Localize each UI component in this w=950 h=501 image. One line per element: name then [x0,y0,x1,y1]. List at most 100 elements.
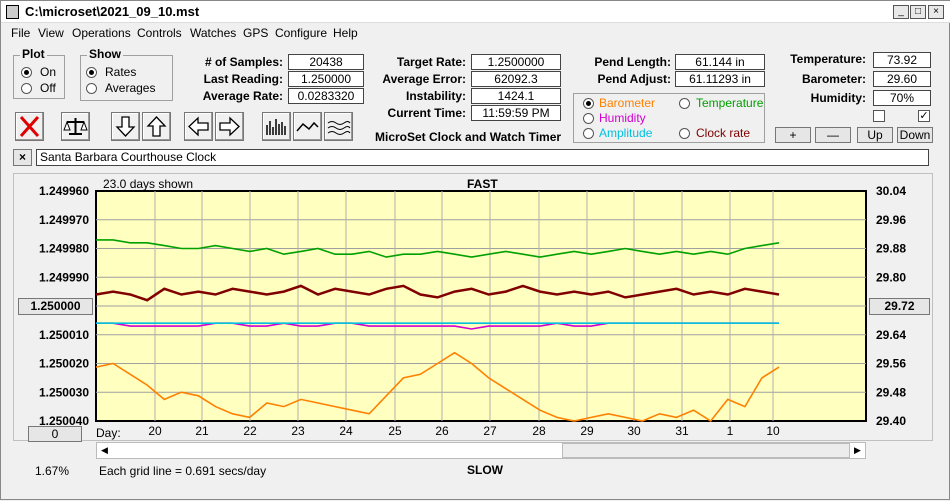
minimize-button[interactable]: _ [893,5,909,19]
menu-controls[interactable]: Controls [137,26,182,40]
humidity-check-on[interactable]: ✓ [918,110,930,122]
left-tick-label: 1.250010 [39,328,89,342]
target-rate-value: 1.2500000 [471,54,561,70]
scale-up-button[interactable]: Up [857,127,893,143]
app-caption: MicroSet Clock and Watch Timer [375,130,562,144]
percent-label: 1.67% [35,464,70,478]
humidity-checkbox[interactable] [873,110,885,122]
samples-label: # of Samples: [204,55,283,69]
day-tick-label: 1 [727,424,734,438]
day-tick-label: 24 [339,424,353,438]
scroll-down-button[interactable] [111,112,140,141]
balance-button[interactable] [61,112,90,141]
plot-off-label: Off [40,81,56,95]
close-window-button[interactable]: × [928,5,944,19]
show-group-title: Show [87,47,123,61]
menu-view[interactable]: View [38,26,64,40]
scroll-left-button[interactable] [184,112,213,141]
arrow-up-icon [146,116,167,137]
sensor-group [573,93,765,143]
plot-on-radio[interactable] [21,67,32,78]
line-view-button[interactable] [293,112,322,141]
average-rate-value: 0.0283320 [288,88,364,104]
app-icon[interactable] [6,5,19,19]
average-rate-label: Average Rate: [202,89,283,103]
sensor-clockrate-label: Clock rate [696,126,751,140]
left-tick-label: 1.250020 [39,357,89,371]
average-error-label: Average Error: [382,72,466,86]
menu-file[interactable]: File [11,26,31,40]
sensor-humidity-label: Humidity [599,111,646,125]
right-tick-label: 29.96 [876,213,906,227]
series-clock-rate [95,284,780,302]
stop-button[interactable] [15,112,44,141]
scale-down-button[interactable]: Down [897,127,933,143]
sensor-humidity-radio[interactable] [583,113,594,124]
left-tick-label: 1.249970 [39,213,89,227]
show-averages-label: Averages [105,81,156,95]
clear-watch-button[interactable]: × [13,149,32,166]
balance-scale-icon [63,118,88,135]
arrow-right-icon [219,116,240,137]
day-tick-label: 20 [148,424,162,438]
day-tick-label: 21 [195,424,209,438]
menu-gps[interactable]: GPS [243,26,269,40]
scroll-thumb[interactable] [562,443,850,458]
show-averages-radio[interactable] [86,83,97,94]
scroll-right-arrow[interactable]: ▶ [854,445,861,455]
stop-x-icon [19,115,40,138]
sensor-temperature-label: Temperature [696,96,764,110]
left-tick-label: 1.250030 [39,385,89,399]
pend-adjust-label: Pend Adjust: [597,72,671,86]
title-bar: C:\microset\2021_09_10.mst _ □ × [1,1,950,23]
pend-adjust-value: 61.11293 in [675,71,765,87]
menu-operations[interactable]: Operations [72,26,131,40]
sensor-barometer-radio[interactable] [583,98,594,109]
day-axis-label: Day: [96,426,121,440]
sensor-amplitude-radio[interactable] [583,128,594,139]
plot-group-title: Plot [20,47,47,61]
sensor-barometer-label: Barometer [599,96,656,110]
bars-view-button[interactable] [262,112,291,141]
center-rate-button[interactable]: 1.250000 [18,298,93,315]
series-barometer [95,351,780,423]
menu-help[interactable]: Help [333,26,358,40]
scale-plus-button[interactable]: + [775,127,811,143]
scroll-left-arrow[interactable]: ◀ [101,445,108,455]
grid-scale-label: Each grid line = 0.691 secs/day [99,464,267,478]
offset-button[interactable]: 0 [28,426,82,442]
pend-length-value: 61.144 in [675,54,765,70]
day-tick-label: 10 [766,424,780,438]
right-tick-label: 29.88 [876,242,906,256]
barometer-value: 29.60 [873,71,931,87]
barometer-label: Barometer: [801,72,866,86]
scroll-up-button[interactable] [142,112,171,141]
day-tick-label: 27 [483,424,497,438]
right-tick-label: 30.04 [876,184,906,198]
menu-configure[interactable]: Configure [275,26,328,40]
day-tick-label: 25 [388,424,402,438]
day-tick-label: 26 [435,424,449,438]
wave-lines-icon [327,121,351,135]
watch-name-field[interactable]: Santa Barbara Courthouse Clock [36,149,929,166]
multi-line-view-button[interactable] [324,112,353,141]
temperature-label: Temperature: [790,52,866,66]
day-tick-label: 23 [291,424,305,438]
right-tick-label: 29.80 [876,270,906,284]
left-tick-label: 1.250040 [39,414,89,428]
show-rates-radio[interactable] [86,67,97,78]
time-scrollbar[interactable]: ◀ ▶ [96,442,866,459]
right-tick-label: 29.64 [876,328,906,342]
scroll-right-button[interactable] [215,112,244,141]
sensor-clockrate-radio[interactable] [679,128,690,139]
maximize-button[interactable]: □ [910,5,926,19]
chart-frame [13,173,933,441]
window-title: C:\microset\2021_09_10.mst [25,4,200,19]
center-baro-button[interactable]: 29.72 [869,298,930,315]
sensor-temperature-radio[interactable] [679,98,690,109]
menu-watches[interactable]: Watches [190,26,237,40]
plot-off-radio[interactable] [21,83,32,94]
scale-minus-button[interactable]: — [815,127,851,143]
menu-bar: File View Operations Controls Watches GP… [1,24,950,42]
